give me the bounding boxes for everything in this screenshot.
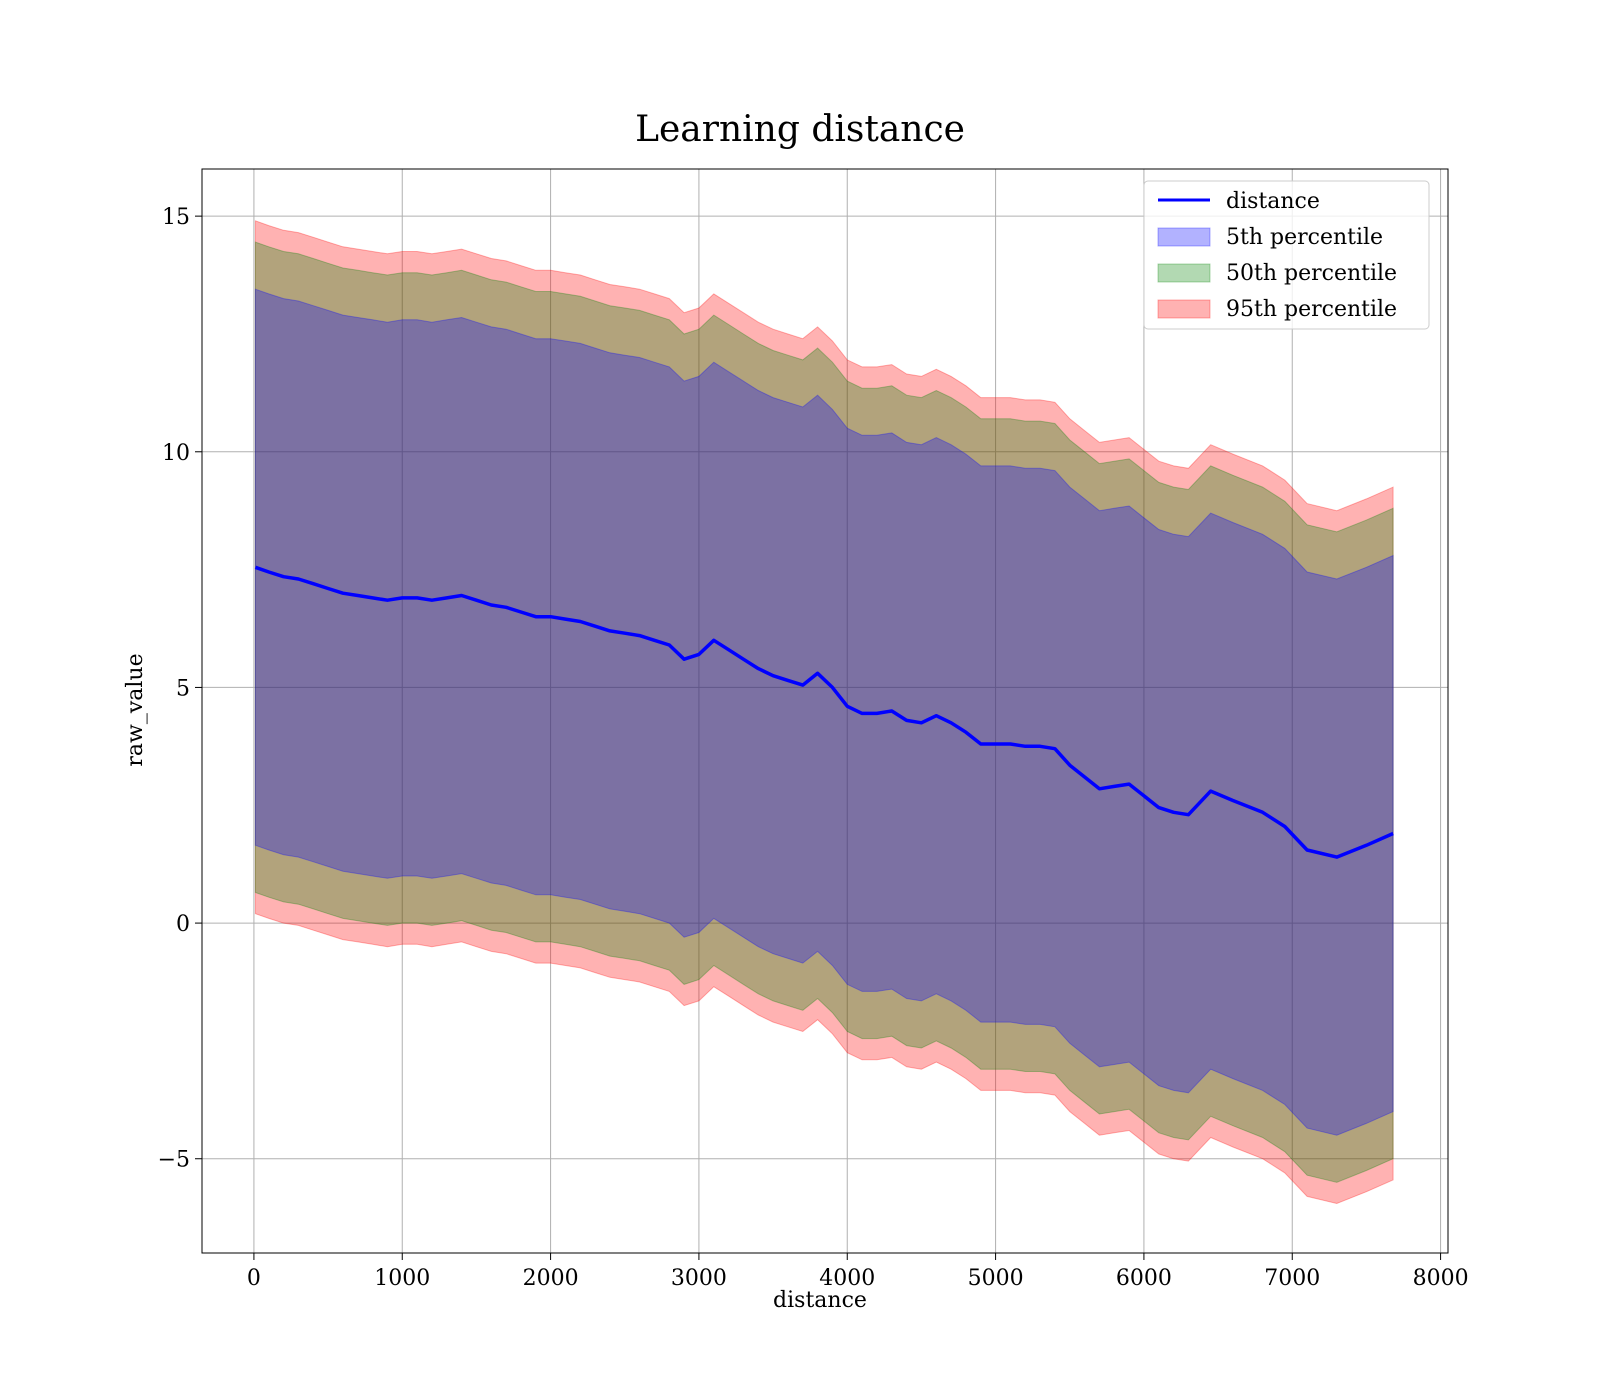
x-tick-label: 2000 [523,1266,579,1291]
legend-box [1143,180,1430,330]
legend-swatch-50th-percentile [1157,263,1211,283]
y-tick-label: 0 [176,912,190,937]
percentile-bands [254,220,1394,1205]
line-distance [254,565,1394,859]
x-axis-label: distance [773,1288,867,1313]
legend-label-95th-percentile: 95th percentile [1226,297,1397,322]
x-tick-label: 6000 [1116,1266,1172,1291]
x-tick-label: 8000 [1413,1266,1469,1291]
x-tick-label: 7000 [1264,1266,1320,1291]
legend-label-5th-percentile: 5th percentile [1226,225,1383,250]
axis-ticks: 0 1000 2000 3000 4000 5000 6000 7000 8000 −5 0 5 10 1… [158,205,1469,1291]
band-5th-percentile [254,288,1394,1136]
chart-title: Learning distance [635,109,965,150]
band-95th-percentile [254,220,1394,1205]
legend-swatch-5th-percentile [1157,227,1211,247]
series-lines [254,565,1394,859]
y-tick-label: 5 [176,676,190,701]
x-tick-label: 5000 [968,1266,1024,1291]
legend-label-distance: distance [1226,189,1320,214]
x-tick-label: 3000 [671,1266,727,1291]
plot-frame [201,168,1449,1254]
y-axis-label: raw_value [123,653,148,766]
x-tick-label: 1000 [374,1266,430,1291]
legend-swatch-95th-percentile [1157,299,1211,319]
legend-label-50th-percentile: 50th percentile [1226,261,1397,286]
band-50th-percentile [254,241,1394,1183]
x-tick-label: 4000 [819,1266,875,1291]
y-tick-label: −5 [158,1148,190,1173]
y-tick-label: 15 [162,205,190,230]
y-tick-label: 10 [162,441,190,466]
legend: distance 5th percentile 50th percentile … [1143,180,1430,330]
x-tick-label: 0 [247,1266,261,1291]
